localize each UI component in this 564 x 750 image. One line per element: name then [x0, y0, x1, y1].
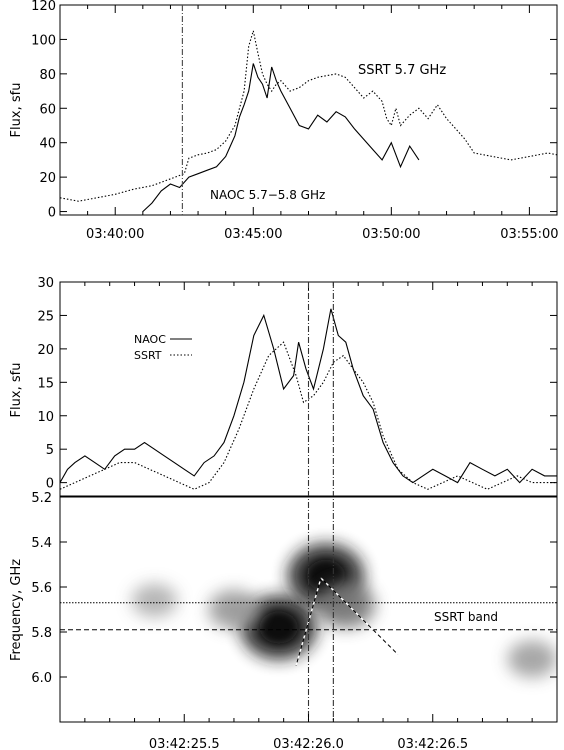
y-tick-label: 6.0: [31, 671, 52, 686]
annotation-ssrt-band: SSRT band: [434, 610, 498, 624]
y-tick-label: 25: [37, 309, 54, 324]
panel-bottom: 5.25.45.65.86.0 03:42:25.5 03:42:26.0 03:4…: [9, 491, 558, 750]
y-tick-label: 0: [48, 206, 56, 221]
panel-top-frame: [59, 4, 558, 216]
panel-top-x-ticks: 03:40:00 03:45:00 03:50:00 03:55:00: [59, 5, 559, 242]
series-naoc-line: [60, 308, 557, 484]
y-tick-label: 100: [31, 33, 56, 48]
panel-mid: 0 5 10 15 20 25 30 Flux, sfu NAOC SSRT: [9, 276, 558, 497]
panel-mid-marks: [60, 282, 557, 496]
x-tick-label: 03:42:25.5: [149, 737, 220, 750]
x-tick-label: 03:50:00: [362, 227, 420, 242]
y-tick-label: 30: [37, 276, 54, 291]
y-tick-label: 5.4: [31, 536, 52, 551]
drift-line: [295, 577, 322, 666]
x-tick-label: 03:40:00: [86, 227, 144, 242]
panel-bottom-ylabel: Frequency, GHz: [9, 559, 24, 661]
emission-blob: [316, 582, 375, 628]
y-tick-label: 120: [31, 0, 56, 14]
y-tick-label: 5.2: [31, 491, 52, 506]
emission-blob: [208, 590, 260, 629]
y-tick-label: 20: [37, 343, 54, 358]
panel-top-ylabel: Flux, sfu: [9, 83, 24, 138]
legend-ssrt-label: SSRT: [134, 349, 162, 362]
panel-mid-y-ticks: 0 5 10 15 20 25 30: [37, 276, 557, 492]
panel-bottom-x-ticks: 03:42:25.5 03:42:26.0 03:42:26.5: [59, 714, 558, 750]
annotation-ssrt: SSRT 5.7 GHz: [358, 63, 446, 78]
x-tick-label: 03:42:26.0: [273, 737, 344, 750]
y-tick-label: 5.6: [31, 581, 52, 596]
annotation-naoc: NAOC 5.7−5.8 GHz: [210, 188, 325, 202]
x-tick-label: 03:42:26.5: [397, 737, 468, 750]
panel-top-y-ticks: 0 20 40 60 80 100 120: [31, 0, 557, 221]
panel-top-marks: [60, 5, 557, 215]
series-solid-line: [142, 63, 420, 213]
emission-blob: [131, 583, 178, 618]
x-tick-label: 03:55:00: [500, 227, 558, 242]
y-tick-label: 15: [37, 376, 54, 391]
emission-blob: [507, 640, 557, 678]
y-tick-label: 5: [46, 443, 54, 458]
y-tick-label: 60: [39, 102, 56, 117]
panel-bottom-y-ticks: 5.2 5.4 5.6 5.8 6.0: [31, 491, 557, 686]
legend: NAOC SSRT: [134, 333, 192, 362]
y-tick-label: 40: [39, 137, 56, 152]
y-tick-label: 5.8: [31, 626, 52, 641]
emission-core: [259, 611, 298, 644]
y-tick-label: 80: [39, 68, 56, 83]
panel-bottom-marks: [60, 497, 557, 722]
legend-naoc-label: NAOC: [134, 333, 166, 346]
x-tick-label: 03:45:00: [224, 227, 282, 242]
panel-top: 0 20 40 60 80 100 120 03:40:00 03:45:00 03:50:00…: [9, 0, 559, 242]
y-tick-label: 10: [37, 410, 54, 425]
y-tick-label: 20: [39, 171, 56, 186]
panel-mid-ylabel: Flux, sfu: [9, 363, 24, 418]
series-dotted-line: [60, 30, 557, 202]
y-tick-label: 0: [46, 477, 54, 492]
